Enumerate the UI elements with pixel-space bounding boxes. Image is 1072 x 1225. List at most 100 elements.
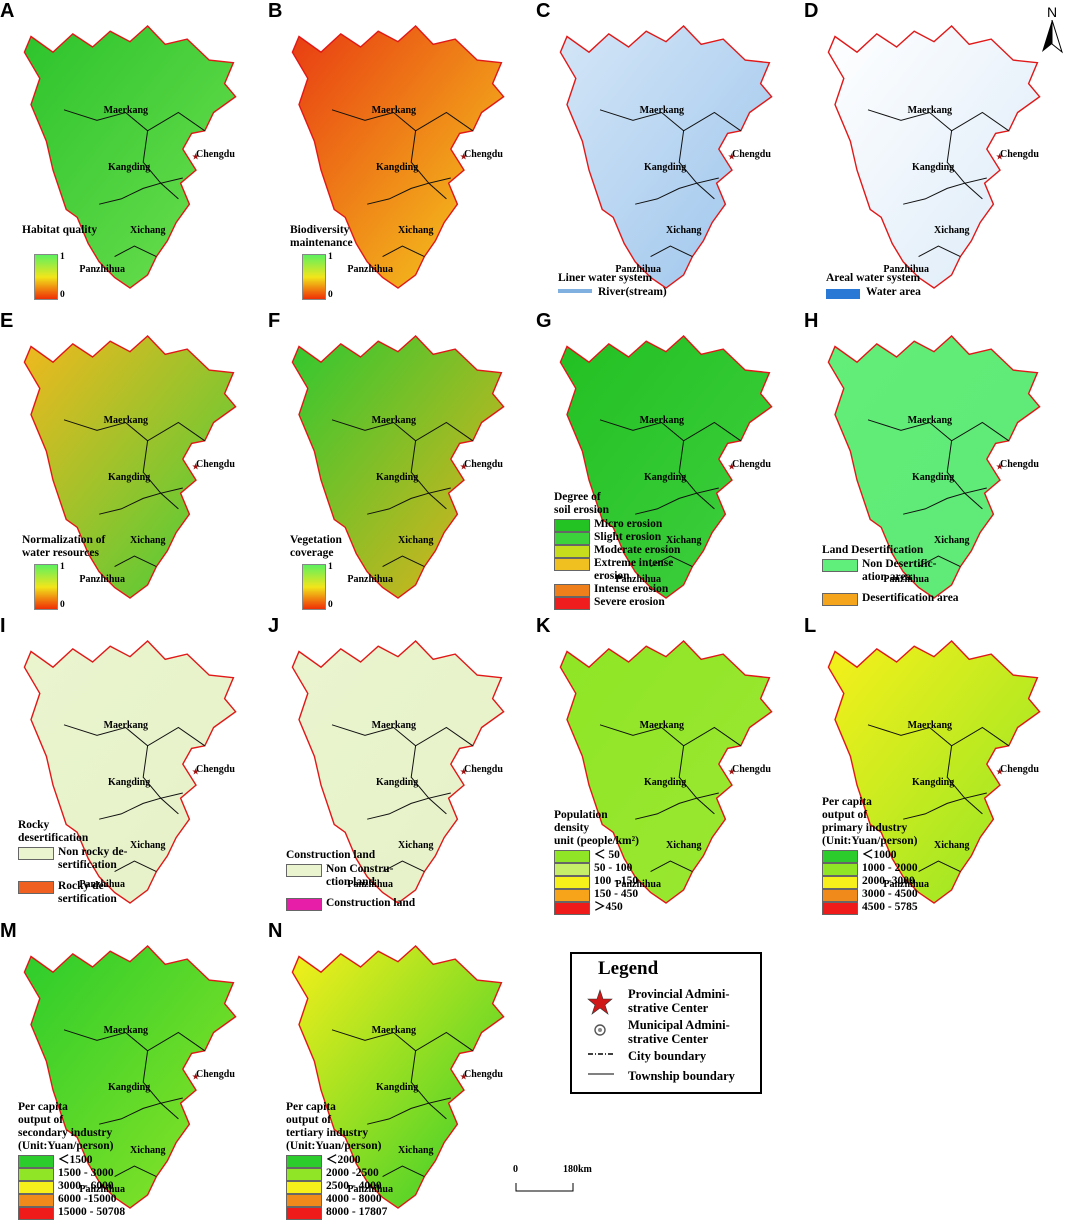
city-label-chengdu: Chengdu (196, 1069, 235, 1081)
city-label-kangding: Kangding (912, 472, 955, 484)
panel-letter: K (536, 615, 551, 637)
legend-township-boundary: Township boundary (628, 1069, 735, 1083)
legend-swatch (554, 519, 590, 532)
legend-item-label: Moderate erosion (594, 544, 681, 556)
legend-item-label: Construction land (326, 897, 416, 909)
legend-item-label: Intense erosion (594, 583, 669, 595)
city-label-panzhihua: Panzhihua (79, 879, 125, 891)
star-icon: ★ (996, 152, 1004, 162)
legend-swatch (554, 584, 590, 597)
city-boundary-line (678, 440, 719, 494)
city-label-panzhihua: Panzhihua (79, 264, 125, 276)
river-swatch (558, 289, 592, 293)
city-boundary-line (367, 1102, 447, 1125)
city-label-chengdu: Chengdu (732, 459, 771, 471)
city-label-maerkang: Maerkang (907, 104, 953, 116)
city-boundary-line (99, 182, 179, 205)
city-label-chengdu: Chengdu (196, 149, 235, 161)
city-label-chengdu: Chengdu (1000, 149, 1039, 161)
panel-letter: E (0, 310, 14, 332)
city-label-xichang: Xichang (934, 535, 970, 547)
province-outline (23, 945, 237, 1209)
city-label-kangding: Kangding (108, 162, 151, 174)
city-label-chengdu: Chengdu (196, 459, 235, 471)
city-boundary-line (367, 492, 447, 515)
city-label-xichang: Xichang (398, 840, 434, 852)
city-boundary-line (650, 245, 693, 258)
map-graphic: ★ (291, 25, 505, 289)
city-label-kangding: Kangding (912, 162, 955, 174)
city-boundary-line (599, 419, 742, 442)
legend-swatch (554, 876, 590, 889)
province-outline (23, 335, 237, 599)
city-boundary-line (63, 724, 206, 747)
star-icon: ★ (192, 767, 200, 777)
city-boundary-line (114, 245, 157, 258)
map-panel-l: L ★ Maerkang Kangding Chengdu Xichang Panzhihu… (804, 615, 1072, 920)
province-outline (559, 335, 773, 599)
legend-swatch (822, 559, 858, 572)
panel-legend-title: Habitat quality (22, 224, 98, 236)
city-label-panzhihua: Panzhihua (883, 879, 929, 891)
city-label-panzhihua: Panzhihua (79, 1184, 125, 1196)
circle-target-icon (594, 1024, 606, 1036)
city-label-chengdu: Chengdu (1000, 459, 1039, 471)
legend-item-label: Non Constru- ction land (326, 863, 394, 888)
city-label-kangding: Kangding (376, 162, 419, 174)
map-graphic: ★ (23, 945, 237, 1209)
city-boundary-line (946, 440, 987, 494)
gradient-legend (302, 254, 326, 300)
city-boundary-line (635, 182, 715, 205)
legend-swatch (18, 1207, 54, 1220)
city-label-maerkang: Maerkang (371, 1024, 417, 1036)
city-label-chengdu: Chengdu (464, 149, 503, 161)
gradient-max: 1 (60, 562, 65, 572)
city-boundary-line (867, 419, 1010, 442)
city-label-panzhihua: Panzhihua (615, 574, 661, 586)
legend-swatch (18, 881, 54, 894)
legend-swatch (554, 558, 590, 571)
panel-letter: F (268, 310, 281, 332)
city-label-kangding: Kangding (108, 472, 151, 484)
legend-swatch (554, 597, 590, 610)
legend-swatch (18, 1155, 54, 1168)
city-label-panzhihua: Panzhihua (883, 574, 929, 586)
city-label-maerkang: Maerkang (103, 719, 149, 731)
panel-letter: H (804, 310, 819, 332)
city-label-xichang: Xichang (934, 225, 970, 237)
gradient-max: 1 (328, 562, 333, 572)
map-panel-k: K ★ Maerkang Kangding Chengdu Xichang Panzhihu… (536, 615, 804, 920)
province-outline (291, 25, 505, 289)
city-boundary-line (331, 109, 474, 132)
city-boundary-line (382, 245, 425, 258)
legend-title: Legend (598, 958, 659, 979)
city-label-chengdu: Chengdu (464, 764, 503, 776)
legend-item-label: ＜1000 (862, 849, 897, 861)
city-boundary-line (650, 555, 693, 568)
legend-swatch (822, 889, 858, 902)
city-label-xichang: Xichang (398, 1145, 434, 1157)
city-boundary-line (599, 109, 742, 132)
city-boundary-line (903, 492, 983, 515)
city-boundary-line (114, 1165, 157, 1178)
legend-item-label: Severe erosion (594, 596, 665, 608)
map-panel-d: D ★ Maerkang Kangding Chengdu Xichang Panzhihu… (804, 0, 1072, 305)
panel-letter: L (804, 615, 817, 637)
city-boundary-line (410, 1050, 451, 1104)
city-boundary-line (946, 745, 987, 799)
legend-item-label: 1000 - 2000 (862, 862, 918, 874)
city-label-maerkang: Maerkang (639, 719, 685, 731)
province-outline (827, 640, 1041, 904)
map-panel-g: G ★ Maerkang Kangding Chengdu Xichang Panzhihu… (536, 310, 804, 615)
city-label-kangding: Kangding (644, 472, 687, 484)
gradient-min: 0 (60, 600, 65, 610)
province-outline (291, 945, 505, 1209)
province-outline (23, 640, 237, 904)
city-boundary-line (142, 1050, 183, 1104)
legend-swatch (18, 1168, 54, 1181)
city-label-maerkang: Maerkang (103, 104, 149, 116)
legend-city-boundary: City boundary (628, 1049, 707, 1063)
city-boundary-line (63, 109, 206, 132)
map-panel-i: I ★ Maerkang Kangding Chengdu Xichang Panzhihu… (0, 615, 268, 920)
north-arrow-icon (1042, 19, 1063, 54)
